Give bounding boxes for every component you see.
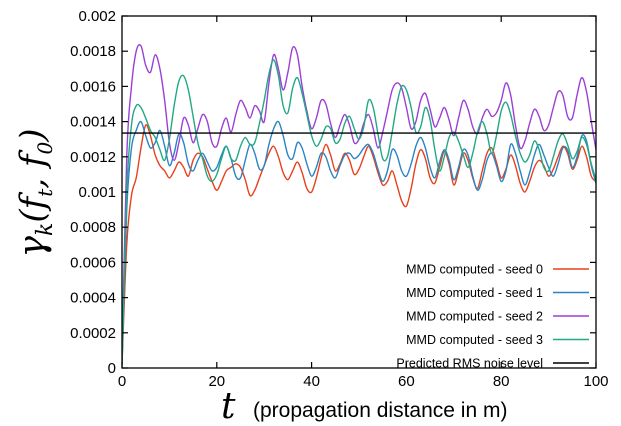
svg-text:γk(ft, f0): γk(ft, f0)	[12, 129, 58, 258]
y-axis-label-arg2-sub: 0	[33, 142, 57, 155]
y-axis-label-arg1-sub: t	[33, 188, 57, 197]
x-tick-label: 40	[303, 373, 320, 390]
y-axis-label-close: )	[13, 129, 53, 143]
y-tick-label: 0.001	[78, 184, 116, 201]
series-line-seed-3	[122, 59, 596, 365]
y-tick-label: 0.0002	[70, 325, 116, 342]
y-axis-label: γk(ft, f0)	[12, 129, 58, 258]
y-tick-label: 0.002	[78, 8, 116, 25]
y-tick-label: 0.0018	[70, 43, 116, 60]
y-tick-label: 0.0016	[70, 78, 116, 95]
x-tick-label: 60	[398, 373, 415, 390]
series-line-seed-2	[122, 44, 596, 365]
y-tick-label: 0.0004	[70, 290, 116, 307]
x-tick-label: 20	[208, 373, 225, 390]
legend-label: MMD computed - seed 1	[406, 286, 543, 300]
series-line-seed-0	[122, 124, 596, 365]
plot-background	[122, 16, 596, 368]
y-axis-label-subscript: k	[33, 223, 58, 236]
x-tick-label: 80	[493, 373, 510, 390]
series-layer	[122, 44, 596, 365]
x-tick-label: 100	[583, 373, 608, 390]
y-axis-label-sep: , f	[13, 149, 53, 189]
x-axis-label-symbol: t	[221, 386, 236, 426]
legend-label: MMD computed - seed 2	[406, 310, 543, 324]
legend: MMD computed - seed 0 MMD computed - seed…	[396, 263, 589, 371]
legend-label: MMD computed - seed 0	[406, 263, 543, 277]
axes-layer: 0 0.0002 0.0004 0.0006 0.0008 0.001 0.0012 0.00…	[70, 8, 608, 390]
y-axis-label-symbol: γ	[12, 235, 53, 257]
y-tick-label: 0.0014	[70, 114, 116, 131]
x-tick-label: 0	[118, 373, 126, 390]
y-tick-label: 0	[108, 360, 116, 377]
y-tick-label: 0.0006	[70, 254, 116, 271]
y-tick-label: 0.0012	[70, 149, 116, 166]
legend-label: MMD computed - seed 3	[406, 333, 543, 347]
legend-label: Predicted RMS noise level	[396, 357, 543, 371]
x-axis-label: t (propagation distance in m)	[221, 386, 507, 426]
y-tick-label: 0.0008	[70, 219, 116, 236]
series-line-seed-1	[122, 120, 596, 365]
plot-area	[122, 16, 596, 368]
x-axis-label-text: (propagation distance in m)	[253, 399, 507, 422]
